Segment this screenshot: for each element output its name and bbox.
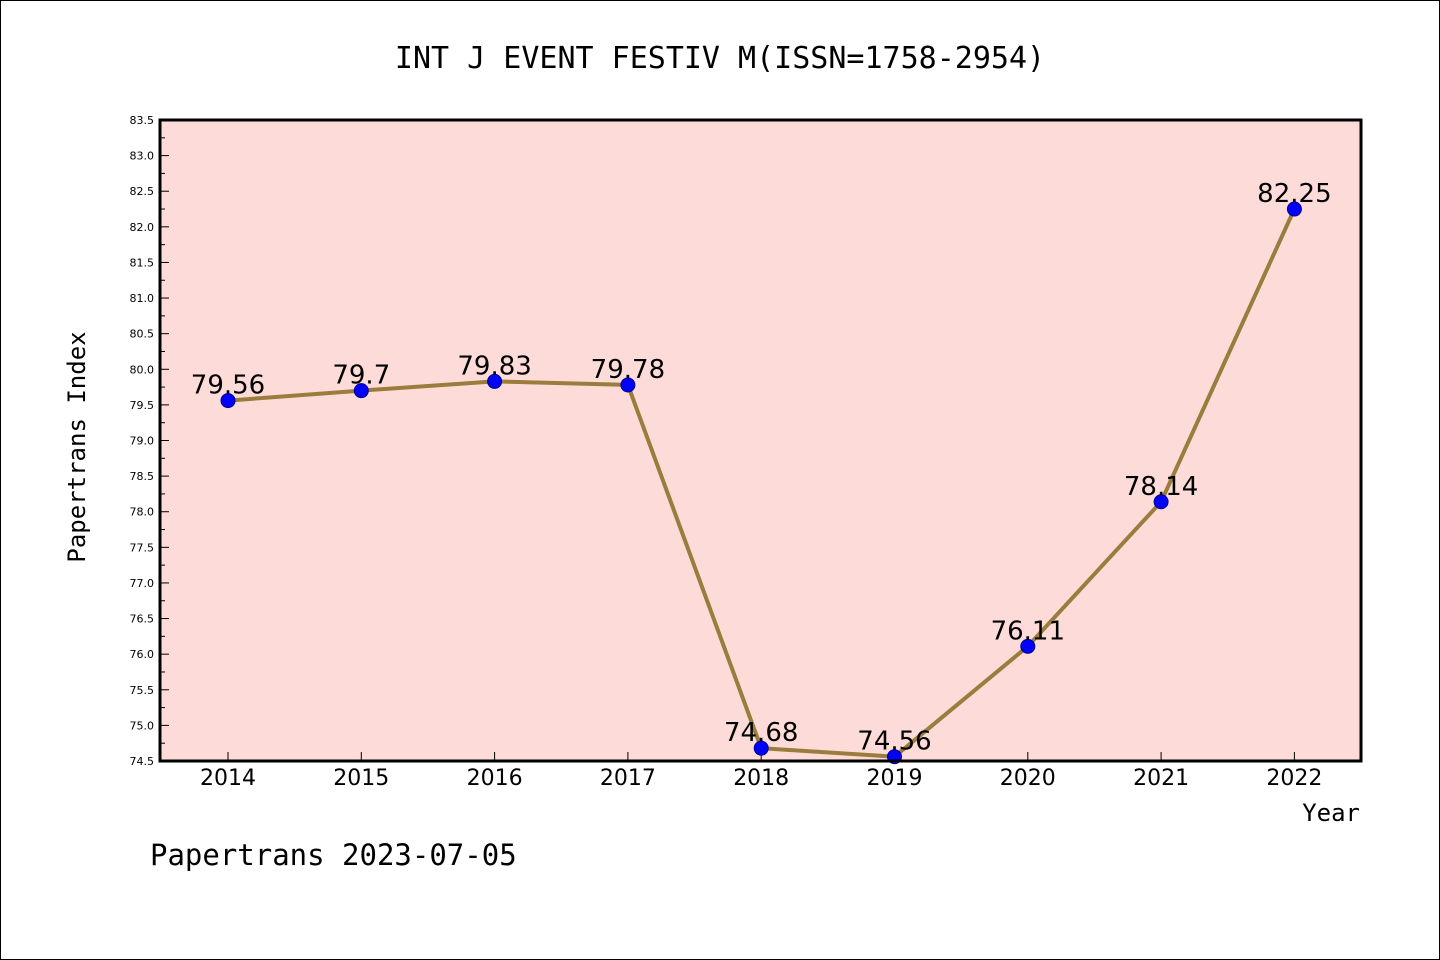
data-label: 79.78: [591, 355, 665, 385]
data-point: [220, 393, 236, 409]
footer-text: Papertrans 2023-07-05: [150, 838, 517, 872]
chart-title: INT J EVENT FESTIV M(ISSN=1758-2954): [395, 41, 1045, 76]
y-tick-label: 81.5: [130, 256, 155, 269]
x-tick-label: 2017: [600, 766, 656, 791]
data-point: [353, 383, 369, 399]
data-point: [620, 377, 636, 393]
y-tick-label: 77.0: [130, 577, 155, 590]
y-tick-label: 76.0: [130, 648, 155, 661]
x-tick-label: 2020: [1000, 766, 1056, 791]
x-axis-title: Year: [1302, 799, 1360, 827]
data-labels: 79.56 79.7 79.83 79.78 74.68 74.56 76.11 78.14 8…: [191, 179, 1332, 757]
x-tick-label: 2016: [467, 766, 523, 791]
y-axis: 74.5 75.0 75.5 76.0 76.5 77.0 77.5 78.0 78.5 79.0…: [130, 114, 169, 768]
y-tick-label: 83.0: [130, 150, 155, 163]
y-tick-label: 80.0: [130, 363, 155, 376]
y-tick-label: 79.0: [130, 435, 155, 448]
y-tick-label: 80.5: [130, 328, 155, 341]
data-label: 79.83: [457, 351, 531, 381]
x-axis: 2014 2015 2016 2017 2018 2019 2020 2021 2022: [200, 752, 1322, 791]
y-tick-label: 83.5: [130, 114, 155, 127]
x-tick-label: 2021: [1133, 766, 1189, 791]
data-point: [753, 740, 769, 756]
x-tick-label: 2022: [1266, 766, 1322, 791]
data-label: 74.56: [857, 727, 931, 757]
x-tick-label: 2018: [733, 766, 789, 791]
y-tick-label: 79.5: [130, 399, 155, 412]
plot-area: [160, 120, 1361, 761]
y-tick-label: 82.0: [130, 221, 155, 234]
data-point: [1286, 201, 1302, 217]
data-label: 78.14: [1124, 472, 1198, 502]
data-label: 79.56: [191, 371, 265, 401]
x-tick-label: 2015: [333, 766, 389, 791]
data-point: [1153, 494, 1169, 510]
y-tick-label: 74.5: [130, 755, 155, 768]
data-point: [1020, 638, 1036, 654]
x-tick-label: 2019: [867, 766, 923, 791]
y-tick-label: 75.0: [130, 719, 155, 732]
data-label: 79.7: [332, 361, 390, 391]
data-label: 74.68: [724, 718, 798, 748]
y-tick-label: 78.5: [130, 470, 155, 483]
y-tick-label: 78.0: [130, 506, 155, 519]
x-tick-label: 2014: [200, 766, 256, 791]
y-tick-label: 76.5: [130, 613, 155, 626]
data-point: [487, 373, 503, 389]
y-tick-label: 75.5: [130, 684, 155, 697]
plot-frame: [158, 118, 1363, 763]
series-markers: [220, 201, 1302, 765]
data-label: 76.11: [991, 616, 1065, 646]
y-tick-label: 82.5: [130, 185, 155, 198]
y-axis-title: Papertrans Index: [63, 331, 91, 562]
y-tick-label: 81.0: [130, 292, 155, 305]
y-tick-label: 77.5: [130, 541, 155, 554]
data-label: 82.25: [1257, 179, 1331, 209]
